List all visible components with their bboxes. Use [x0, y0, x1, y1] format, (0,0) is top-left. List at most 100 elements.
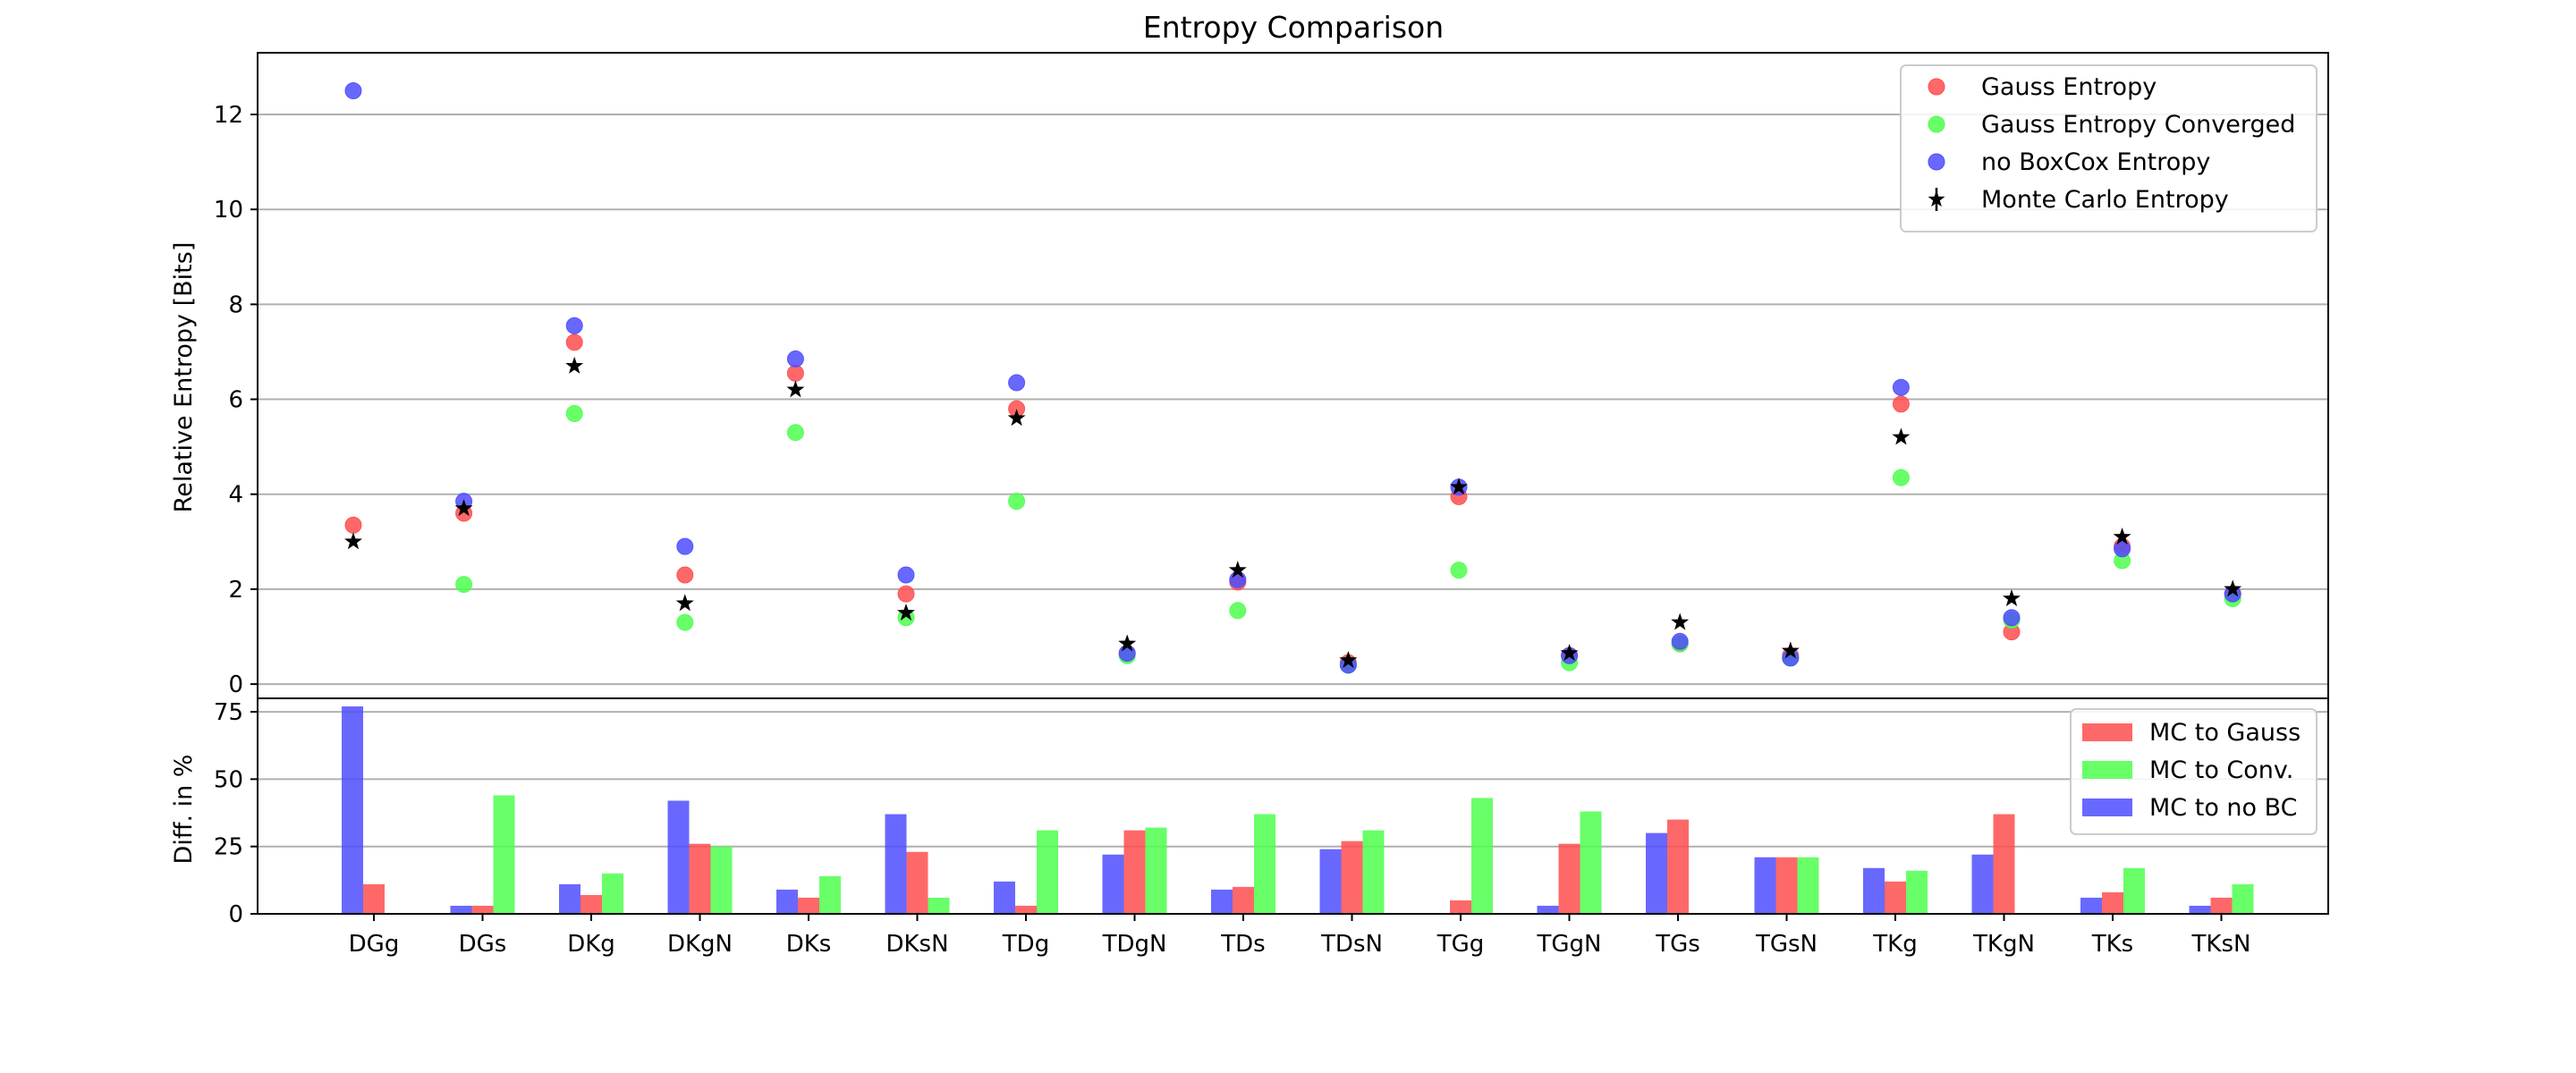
point-monte-carlo-entropy [2003, 589, 2021, 607]
x-tick-label: DGs [459, 931, 507, 958]
point-gauss-entropy-converged [676, 613, 694, 631]
x-tick-label: DKs [786, 931, 832, 958]
point-monte-carlo-entropy [565, 356, 584, 374]
bottom-legend-label: MC to no BC [2149, 794, 2298, 822]
bar-mc-to-gauss [1558, 843, 1580, 914]
point-monte-carlo-entropy [1228, 561, 1247, 579]
point-no-boxcox-entropy [344, 81, 362, 99]
x-tick-label: TKg [1872, 931, 1917, 958]
bar-mc-to-no-bc [776, 889, 798, 914]
bar-mc-to-gauss [1015, 905, 1037, 914]
bar-mc-to-conv [1906, 870, 1928, 914]
bottom-y-axis-label: Diff. in % [170, 755, 198, 865]
point-gauss-entropy-converged [565, 404, 583, 422]
bar-mc-to-no-bc [1646, 832, 1667, 914]
point-monte-carlo-entropy [1781, 641, 1800, 659]
point-monte-carlo-entropy [1007, 409, 1026, 427]
bar-mc-to-conv [1254, 814, 1275, 914]
point-gauss-entropy-converged [1229, 602, 1247, 620]
bar-mc-to-conv [710, 846, 733, 914]
x-tick-label: TDg [1002, 931, 1049, 958]
point-no-boxcox-entropy [1118, 645, 1136, 663]
x-tick-label: TKsN [2191, 931, 2251, 958]
x-tick-label: DKg [567, 931, 615, 958]
bar-mc-to-no-bc [1971, 854, 1994, 914]
x-tick-label: DGg [349, 931, 400, 958]
point-gauss-entropy-converged [1892, 469, 1910, 486]
legend-star-icon [1928, 190, 1945, 207]
legend-swatch-icon [2082, 761, 2132, 779]
point-monte-carlo-entropy [1560, 644, 1579, 662]
bar-mc-to-conv [493, 795, 515, 914]
x-tick-label: TDgN [1102, 931, 1167, 958]
point-gauss-entropy [1892, 395, 1910, 413]
x-tick-label: TDs [1220, 931, 1265, 958]
top-y-tick-label: 10 [214, 197, 243, 224]
bar-mc-to-no-bc [1319, 849, 1342, 914]
top-legend-label: Monte Carlo Entropy [1981, 186, 2229, 214]
bar-mc-to-conv [819, 875, 841, 914]
bar-mc-to-gauss [2210, 897, 2233, 914]
point-monte-carlo-entropy [897, 603, 915, 621]
point-monte-carlo-entropy [2224, 579, 2242, 597]
point-monte-carlo-entropy [2113, 528, 2131, 545]
bar-mc-to-no-bc [1754, 857, 1776, 914]
bar-mc-to-conv [1362, 830, 1385, 914]
point-gauss-entropy [676, 566, 694, 584]
x-tick-label: TKs [2091, 931, 2133, 958]
x-tick-label: TKgN [1972, 931, 2035, 958]
bar-mc-to-gauss [1123, 830, 1146, 914]
point-no-boxcox-entropy [2114, 540, 2131, 558]
bar-mc-to-gauss [1450, 900, 1471, 914]
point-monte-carlo-entropy [1118, 634, 1137, 652]
bottom-legend-label: MC to Gauss [2149, 719, 2301, 747]
top-y-tick-label: 6 [228, 387, 243, 414]
x-tick-label: TDsN [1320, 931, 1383, 958]
bar-mc-to-no-bc [2080, 897, 2102, 914]
point-gauss-entropy-converged [1008, 493, 1026, 511]
top-legend-label: Gauss Entropy [1981, 73, 2157, 101]
bar-mc-to-conv [1037, 830, 1058, 914]
point-no-boxcox-entropy [565, 317, 583, 334]
bar-mc-to-gauss [906, 851, 928, 914]
bottom-y-tick-label: 0 [228, 901, 243, 928]
bar-mc-to-no-bc [450, 905, 472, 914]
top-legend-box [1900, 64, 2318, 232]
bar-mc-to-no-bc [1537, 905, 1559, 914]
top-legend-label: Gauss Entropy Converged [1981, 111, 2295, 139]
x-tick-label: TGs [1655, 931, 1700, 958]
x-tick-label: TGg [1436, 931, 1485, 958]
x-tick-label: TGsN [1755, 931, 1818, 958]
x-tick-label: DKsN [886, 931, 948, 958]
point-gauss-entropy [897, 585, 915, 603]
point-gauss-entropy [344, 516, 362, 534]
legend-swatch-icon [2082, 798, 2132, 816]
bar-mc-to-no-bc [1102, 854, 1124, 914]
bar-mc-to-gauss [1885, 881, 1906, 914]
bar-mc-to-gauss [1233, 886, 1254, 914]
bottom-y-tick-label: 25 [214, 834, 243, 861]
point-gauss-entropy-converged [455, 576, 473, 594]
legend-swatch-icon [2082, 723, 2132, 741]
bar-mc-to-conv [1145, 827, 1167, 914]
bar-mc-to-gauss [1993, 814, 2015, 914]
x-tick-label: TGgN [1537, 931, 1602, 958]
point-gauss-entropy-converged [1450, 562, 1468, 579]
bar-mc-to-gauss [1775, 857, 1798, 914]
bar-mc-to-conv [602, 873, 623, 914]
bottom-y-tick-label: 50 [214, 766, 243, 793]
bar-mc-to-conv [2232, 883, 2254, 914]
bar-mc-to-gauss [580, 894, 602, 914]
legend-dot-icon [1928, 78, 1945, 96]
point-no-boxcox-entropy [897, 566, 915, 584]
point-no-boxcox-entropy [1671, 632, 1689, 650]
bar-mc-to-gauss [798, 897, 819, 914]
point-monte-carlo-entropy [1892, 427, 1911, 445]
point-no-boxcox-entropy [676, 537, 694, 555]
point-monte-carlo-entropy [675, 594, 694, 612]
bar-mc-to-gauss [2102, 891, 2123, 914]
legend-dot-icon [1928, 115, 1945, 133]
bar-mc-to-no-bc [342, 706, 363, 914]
bar-mc-to-conv [1797, 857, 1819, 914]
point-monte-carlo-entropy [454, 499, 473, 517]
